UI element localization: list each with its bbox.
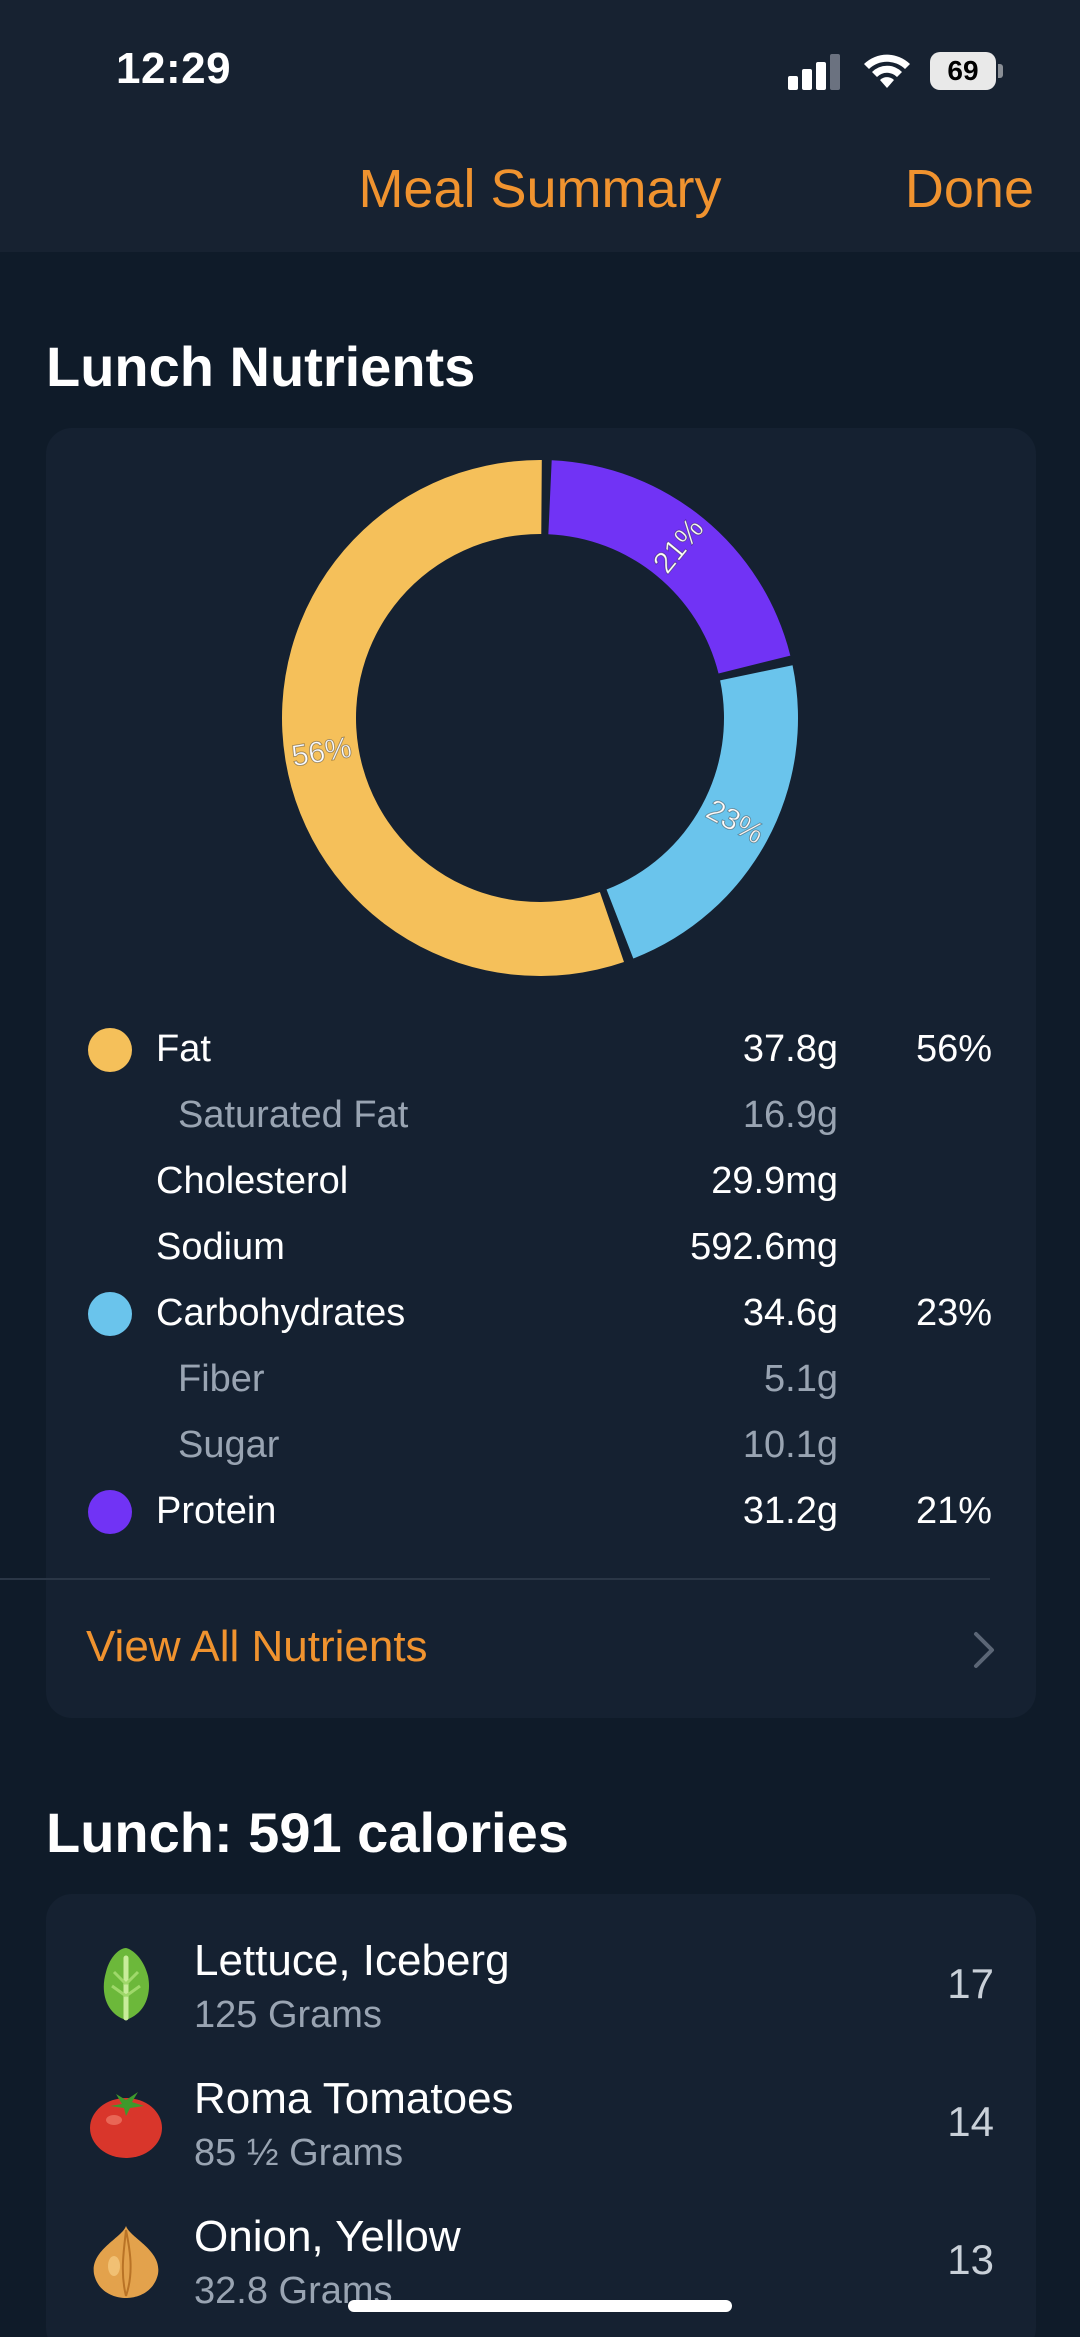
macro-donut-chart: 21% 23% 56%	[280, 458, 800, 978]
nutrient-row-sodium: Sodium 592.6mg	[46, 1214, 1036, 1280]
battery-icon: 69	[930, 52, 1004, 90]
nutrients-card: 21% 23% 56% Fat 37.8g 56% Saturated Fat 16…	[46, 428, 1036, 1718]
nutrient-name: Sodium	[156, 1226, 285, 1268]
food-calories: 17	[947, 1960, 994, 2007]
nutrients-section-title: Lunch Nutrients	[46, 335, 476, 398]
navigation-bar: Meal Summary Done	[0, 130, 1080, 252]
donut-svg: 21%23%56%	[281, 459, 798, 976]
nutrient-amount: 31.2g	[742, 1490, 838, 1532]
cellular-signal-icon	[788, 52, 844, 90]
food-item-lettuce[interactable]: Lettuce, Iceberg 125 Grams 17	[46, 1914, 1036, 2054]
status-time: 12:29	[116, 44, 232, 93]
nutrient-name: Saturated Fat	[178, 1094, 409, 1136]
nutrient-name: Fat	[156, 1028, 211, 1070]
food-name: Onion, Yellow	[194, 2212, 461, 2261]
lettuce-icon	[86, 1944, 166, 2024]
nutrient-amount: 592.6mg	[690, 1226, 838, 1268]
nutrient-name: Sugar	[178, 1424, 280, 1466]
nutrient-row-carbohydrates: Carbohydrates 34.6g 23%	[46, 1280, 1036, 1346]
status-bar: 12:29 69	[0, 0, 1080, 130]
meal-items-card	[46, 1894, 1036, 2337]
done-button[interactable]: Done	[904, 159, 1034, 219]
fat-color-dot	[88, 1028, 132, 1072]
nutrient-amount: 34.6g	[742, 1292, 838, 1334]
nutrient-row-sugar: Sugar 10.1g	[46, 1412, 1036, 1478]
view-all-nutrients-link[interactable]: View All Nutrients	[86, 1622, 428, 1671]
food-name: Roma Tomatoes	[194, 2074, 514, 2123]
onion-icon	[86, 2220, 166, 2300]
page-title: Meal Summary	[358, 159, 722, 219]
food-quantity: 85 ½ Grams	[194, 2132, 404, 2174]
chevron-right-icon[interactable]	[970, 1628, 998, 1672]
donut-slice-protein	[548, 460, 791, 674]
carbohydrates-color-dot	[88, 1292, 132, 1336]
food-calories: 14	[947, 2098, 994, 2145]
food-quantity: 125 Grams	[194, 1994, 382, 2036]
food-item-onion[interactable]: Onion, Yellow 32.8 Grams 13	[46, 2190, 1036, 2330]
nutrient-amount: 16.9g	[742, 1094, 838, 1136]
battery-level: 69	[930, 52, 996, 90]
nutrient-name: Carbohydrates	[156, 1292, 406, 1334]
nutrient-percent: 21%	[915, 1490, 992, 1532]
donut-slice-carbohydrates	[606, 665, 798, 959]
home-indicator[interactable]	[348, 2300, 732, 2312]
wifi-icon	[862, 50, 912, 90]
nutrient-percent: 23%	[915, 1292, 992, 1334]
food-name: Lettuce, Iceberg	[194, 1936, 510, 1985]
donut-slice-fat	[281, 459, 624, 976]
nutrient-amount: 37.8g	[742, 1028, 838, 1070]
food-item-tomato[interactable]: Roma Tomatoes 85 ½ Grams 14	[46, 2052, 1036, 2192]
nutrient-row-protein: Protein 31.2g 21%	[46, 1478, 1036, 1544]
nutrient-name: Cholesterol	[156, 1160, 349, 1202]
nutrient-amount: 5.1g	[764, 1358, 838, 1400]
nutrient-row-fiber: Fiber 5.1g	[46, 1346, 1036, 1412]
nutrient-amount: 10.1g	[742, 1424, 838, 1466]
nutrient-amount: 29.9mg	[711, 1160, 838, 1202]
nutrient-percent: 56%	[915, 1028, 992, 1070]
food-calories: 13	[947, 2236, 994, 2283]
meal-section-title: Lunch: 591 calories	[46, 1801, 569, 1864]
card-divider	[0, 1578, 990, 1580]
tomato-icon	[86, 2082, 166, 2162]
nutrient-name: Fiber	[178, 1358, 265, 1400]
protein-color-dot	[88, 1490, 132, 1534]
nutrient-row-saturated-fat: Saturated Fat 16.9g	[46, 1082, 1036, 1148]
nutrient-row-fat: Fat 37.8g 56%	[46, 1016, 1036, 1082]
nutrient-row-cholesterol: Cholesterol 29.9mg	[46, 1148, 1036, 1214]
nutrient-name: Protein	[156, 1490, 277, 1532]
